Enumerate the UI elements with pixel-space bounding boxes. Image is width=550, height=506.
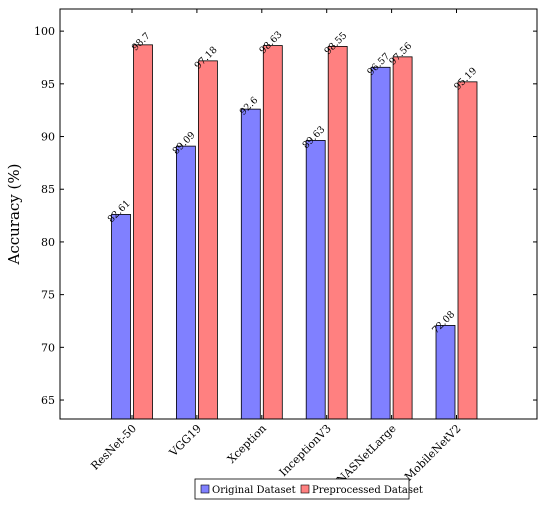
bar-original-resnet-50 xyxy=(111,214,131,420)
legend-label: Preprocessed Dataset xyxy=(312,485,423,496)
bar-preprocessed-mobilenetv2 xyxy=(457,81,478,420)
x-tick-label: InceptionV3 xyxy=(277,422,334,479)
legend: Original Dataset Preprocessed Dataset xyxy=(194,478,423,500)
y-tick-label: 80 xyxy=(41,236,55,249)
y-tick-label: 70 xyxy=(41,341,55,354)
bars xyxy=(111,44,478,420)
x-tick-label: NASNetLarge xyxy=(334,422,399,487)
y-axis-title: Accuracy (%) xyxy=(5,163,23,265)
y-tick-label: 95 xyxy=(41,78,55,91)
y-tick-label: 100 xyxy=(34,25,55,38)
y-axis-ticks: 65 70 75 80 85 90 95 100 xyxy=(34,25,537,407)
bar-original-mobilenetv2 xyxy=(435,325,456,420)
bar-preprocessed-xception xyxy=(262,45,283,420)
legend-swatch xyxy=(300,484,310,494)
y-tick-label: 75 xyxy=(41,289,55,302)
bar-preprocessed-resnet-50 xyxy=(133,44,153,420)
bar-preprocessed-vgg19 xyxy=(197,60,218,420)
legend-swatch xyxy=(200,484,210,494)
y-tick-label: 90 xyxy=(41,131,55,144)
x-tick-label: ResNet-50 xyxy=(88,422,139,473)
bar-preprocessed-nasnetlarge xyxy=(392,56,413,420)
x-tick-label: Xception xyxy=(225,422,269,466)
x-tick-label: MobileNetV2 xyxy=(402,422,464,484)
x-tick-label: VGG19 xyxy=(166,422,204,460)
bar-original-nasnetlarge xyxy=(370,66,391,420)
y-tick-label: 85 xyxy=(41,183,55,196)
data-labels: 82.6198.789.0997.1892.698.6389.6398.5596… xyxy=(106,29,480,336)
y-tick-label: 65 xyxy=(41,394,55,407)
bar-original-inceptionv3 xyxy=(305,140,326,420)
bar-original-vgg19 xyxy=(175,145,196,420)
plot-frame xyxy=(59,8,538,420)
bar-preprocessed-inceptionv3 xyxy=(327,46,348,420)
bar-original-xception xyxy=(240,108,261,420)
legend-label: Original Dataset xyxy=(212,485,296,496)
